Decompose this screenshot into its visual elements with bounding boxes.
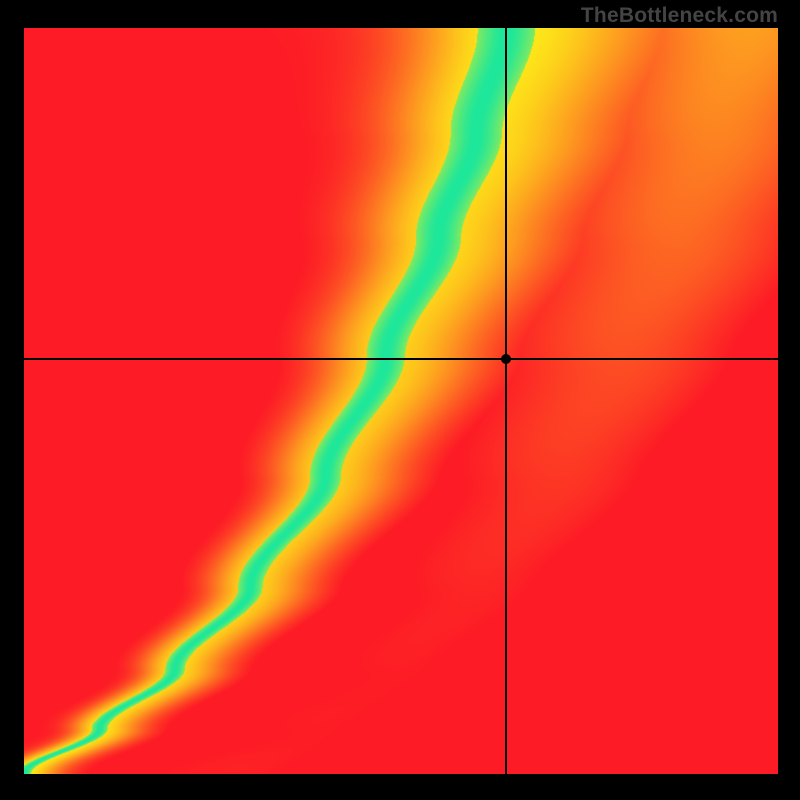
crosshair-horizontal (24, 358, 778, 360)
heatmap-canvas (24, 28, 778, 774)
watermark-text: TheBottleneck.com (581, 4, 778, 28)
crosshair-vertical (505, 28, 507, 774)
heatmap-plot-area (24, 28, 778, 774)
crosshair-marker (501, 354, 511, 364)
